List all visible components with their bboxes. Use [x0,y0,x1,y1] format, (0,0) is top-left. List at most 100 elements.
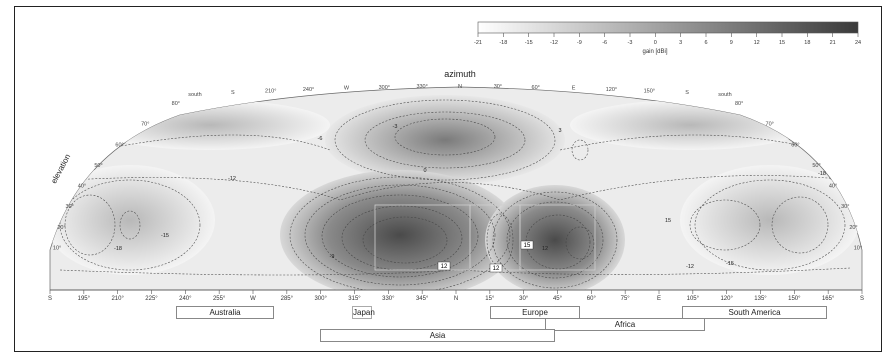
grid-box [519,204,596,271]
colorbar-tick-label: -18 [499,40,507,46]
elevation-tick-left: 40° [78,184,86,190]
contour-line [694,179,846,271]
x-tick-label: 240° [179,296,192,302]
colorbar-ticks: -21 -18 -15 -12 -9 -6 -3 0 3 6 9 12 15 18 21 24 [474,33,861,46]
x-tick-top-label: E [572,86,576,92]
contour-label: 12 [542,246,548,252]
x-tick-top-label: 30° [494,84,502,90]
x-tick-top-label: W [344,86,350,92]
elevation-tick-right: 40° [829,184,837,190]
region-australia: Australia [176,306,274,319]
peak-labels: 12 12 15 [437,240,534,273]
colorbar-tick-label: 9 [730,40,733,46]
contour-label: -6 [318,136,323,142]
x-tick-label: E [657,296,661,302]
elevation-tick-right: 10° [854,245,862,251]
x-tick-label: 285° [281,296,294,302]
gain-region-main [280,170,520,290]
colorbar-label: gain [dBi] [642,49,667,55]
x-tick-label: 30° [519,296,529,302]
contour-line [525,214,591,270]
x-tick-label: 45° [553,296,563,302]
x-tick-label: 15° [485,296,495,302]
x-tick-label: S [860,296,864,302]
colorbar-tick-label: 3 [679,40,682,46]
x-tick-label: 345° [416,296,429,302]
x-tick-top-label: 300° [379,85,390,91]
colorbar-tick-label: 12 [754,40,760,46]
colorbar-tick-label: 15 [779,40,785,46]
x-tick-label: 150° [788,296,801,302]
contour-line [362,216,448,264]
elevation-tick-right: 30° [841,204,849,210]
contour-label: 3 [558,128,561,134]
x-tick-top-label: S [231,90,235,96]
gain-region-ne [570,100,810,150]
contour-line [304,184,496,286]
contour-label: 15 [665,218,671,224]
peak-label: 15 [524,243,531,249]
gain-region-east [680,165,860,275]
elevation-tick-right: 70° [766,122,774,128]
contour-line [771,196,829,254]
x-tick-label: 135° [754,296,767,302]
contour-label: -15 [726,261,734,267]
colorbar-tick-label: -3 [628,40,633,46]
elevation-tick-right: 60° [791,142,799,148]
elevation-tick-right: 80° [735,101,743,107]
x-tick-label: 120° [720,296,733,302]
region-south-america: South America [682,306,827,319]
x-tick-label: 300° [314,296,327,302]
contour-label: -3 [393,124,398,130]
peak-label-box [520,240,534,250]
contour-line [506,201,604,279]
colorbar-tick-label: -21 [474,40,482,46]
elevation-label: elevation [49,153,72,186]
region-africa: Africa [545,318,705,331]
x-tick-top-label: 330° [416,84,427,90]
elevation-tick-left: 20° [57,225,65,231]
x-ticks-top: south S 210° 240° W 300° 330° N 30° 60° E 120° 150° S… [188,84,731,98]
colorbar-tick-label: 21 [830,40,836,46]
contour-line [364,111,526,169]
x-ticks-bottom: S 195° 210° 225° 240° 255° W 285° 300° 315° 330° 34… [48,290,864,302]
colorbar-tick-label: 6 [704,40,707,46]
x-tick-label: 210° [111,296,124,302]
elevation-tick-left: 70° [141,122,149,128]
region-japan: Japan [352,306,375,319]
azimuth-label: azimuth [444,69,476,79]
contour-line [119,210,141,240]
contour-label: -12 [228,176,236,182]
contour-line [486,213,514,267]
region-europe: Europe [490,306,580,319]
x-tick-top-label: 150° [644,89,655,95]
colorbar-tick-label: -6 [602,40,607,46]
contour-line [69,175,851,201]
contour-line [334,99,556,181]
x-tick-label: 225° [145,296,158,302]
contour-line [289,176,511,290]
x-tick-label: N [454,296,458,302]
colorbar-tick-label: 0 [654,40,657,46]
elevation-tick-left: 60° [115,142,123,148]
gain-region-nw [90,100,330,150]
elevation-tick-right: 20° [849,225,857,231]
gain-region-north-lobe [325,95,565,185]
x-tick-top-label: 60° [532,85,540,91]
x-tick-label: 315° [348,296,361,302]
x-tick-top-label: 120° [606,87,617,93]
region-asia: Asia [320,329,555,342]
peak-label-box [437,261,451,271]
colorbar-tick-label: -15 [525,40,533,46]
elevation-tick-left: 30° [66,204,74,210]
contour-line [565,226,595,260]
gain-region-east-inner [485,185,625,290]
colorbar [477,21,859,34]
x-tick-top-label: 240° [303,87,314,93]
x-tick-top-label: south [718,92,731,98]
contour-line [559,134,821,151]
x-tick-top-label: 210° [265,89,276,95]
contour-label: -15 [161,233,169,239]
contour-line [394,118,496,156]
